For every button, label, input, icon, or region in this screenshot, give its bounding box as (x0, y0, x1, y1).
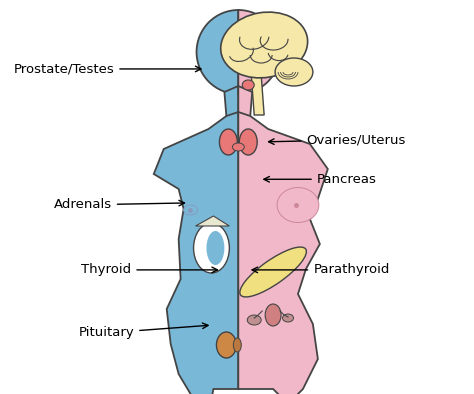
Ellipse shape (207, 231, 224, 265)
Polygon shape (251, 75, 264, 115)
Ellipse shape (193, 223, 229, 273)
Ellipse shape (219, 129, 237, 155)
Ellipse shape (242, 80, 254, 90)
Ellipse shape (247, 315, 261, 325)
Text: Prostate/Testes: Prostate/Testes (14, 63, 201, 75)
Ellipse shape (265, 304, 281, 326)
Text: Adrenals: Adrenals (54, 199, 184, 211)
Polygon shape (196, 216, 229, 226)
Polygon shape (238, 112, 328, 394)
Ellipse shape (277, 188, 319, 223)
Wedge shape (238, 10, 280, 94)
Polygon shape (224, 86, 238, 116)
Polygon shape (154, 112, 238, 394)
Ellipse shape (240, 247, 306, 297)
Polygon shape (238, 86, 252, 116)
Ellipse shape (232, 143, 244, 151)
Ellipse shape (221, 12, 308, 78)
Text: Parathyroid: Parathyroid (252, 264, 390, 276)
Ellipse shape (183, 205, 198, 215)
Ellipse shape (239, 129, 257, 155)
Text: Pituitary: Pituitary (79, 323, 208, 339)
Ellipse shape (233, 338, 241, 352)
Ellipse shape (217, 332, 237, 358)
Wedge shape (197, 10, 238, 94)
Ellipse shape (283, 314, 293, 322)
Text: Ovaries/Uterus: Ovaries/Uterus (269, 134, 406, 146)
Text: Pancreas: Pancreas (264, 173, 377, 186)
Text: Thyroid: Thyroid (81, 264, 218, 276)
Ellipse shape (275, 58, 313, 86)
